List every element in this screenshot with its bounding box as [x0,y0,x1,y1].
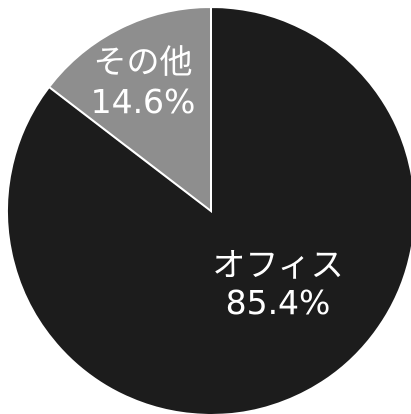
slice-label-office-name: オフィス [212,245,343,284]
slice-label-office-percent: 85.4% [226,283,331,322]
pie-slices [6,5,411,414]
slice-label-other-percent: 14.6% [91,82,196,121]
pie-slice-1 [47,5,212,214]
pie-labels: オフィス 85.4% その他 14.6% [91,42,344,322]
slice-label-other-name: その他 [94,42,193,81]
